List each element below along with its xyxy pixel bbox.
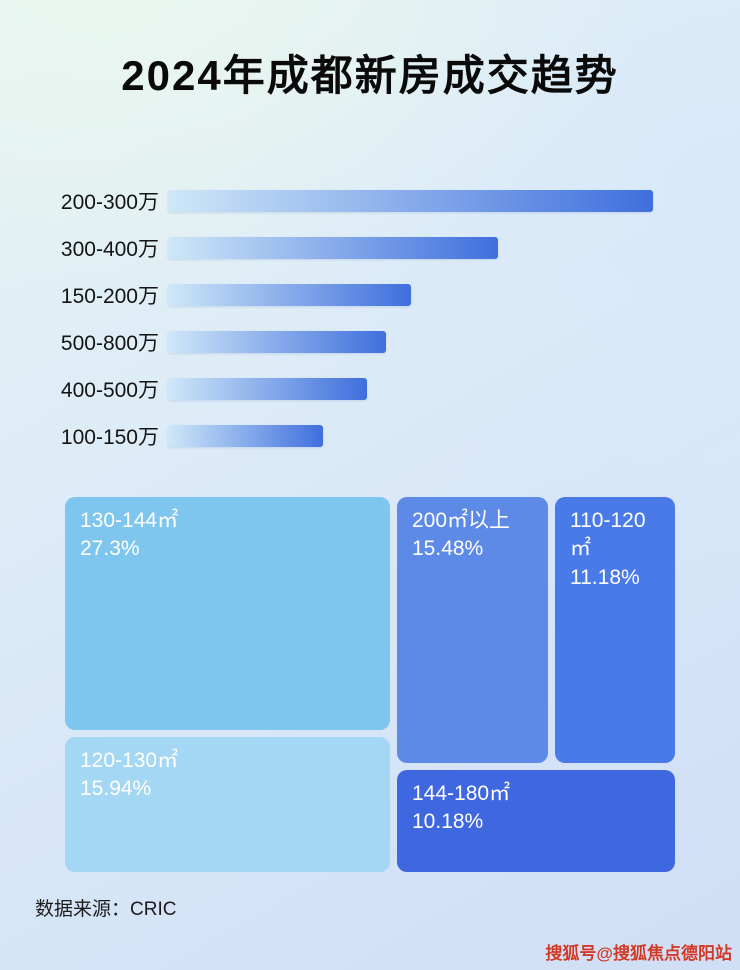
treemap-block-label: 130-144㎡ xyxy=(80,509,179,532)
bar-row: 300-400万 xyxy=(35,224,705,271)
treemap-block-label: 120-130㎡ xyxy=(80,749,179,772)
treemap-block-value: 15.48% xyxy=(412,537,484,561)
bar-label: 400-500万 xyxy=(60,378,159,402)
bar xyxy=(168,189,653,212)
bar-row: 150-200万 xyxy=(35,271,705,318)
bar-label: 200-300万 xyxy=(60,190,159,214)
treemap-block-value: 11.18% xyxy=(570,565,640,589)
treemap-block-label: 144-180㎡ xyxy=(412,782,511,805)
treemap-block: 200㎡以上 15.48% xyxy=(397,497,548,763)
treemap-block-value: 10.18% xyxy=(412,810,484,834)
bar-label: 500-800万 xyxy=(60,331,159,355)
bar-row: 200-300万 xyxy=(35,177,705,224)
bar xyxy=(168,330,386,353)
treemap-block-value: 15.94% xyxy=(80,777,152,801)
area-treemap: 130-144㎡ 27.3% 120-130㎡ 15.94% 200㎡以上 15… xyxy=(65,497,675,872)
treemap-block-label: 200㎡以上 xyxy=(412,509,511,532)
treemap-block-value: 27.3% xyxy=(80,537,140,561)
bar xyxy=(168,377,367,400)
bar-label: 100-150万 xyxy=(60,425,159,449)
bar xyxy=(168,236,498,259)
price-range-bar-chart: 200-300万 300-400万 150-200万 500-800万 400-… xyxy=(35,177,705,459)
bar-label: 300-400万 xyxy=(60,237,159,261)
treemap-block: 130-144㎡ 27.3% xyxy=(65,497,390,730)
bar-row: 400-500万 xyxy=(35,365,705,412)
treemap-block: 120-130㎡ 15.94% xyxy=(65,737,390,872)
treemap-block-label: 110-120㎡ xyxy=(570,509,646,561)
bar xyxy=(168,283,411,306)
bar xyxy=(168,424,323,447)
page-title: 2024年成都新房成交趋势 xyxy=(121,52,619,99)
treemap-block: 110-120㎡ 11.18% xyxy=(555,497,675,763)
bar-label: 150-200万 xyxy=(60,284,159,308)
bar-row: 100-150万 xyxy=(35,412,705,459)
treemap-block: 144-180㎡ 10.18% xyxy=(397,770,675,872)
bar-row: 500-800万 xyxy=(35,318,705,365)
data-source-label: 数据来源：CRIC xyxy=(35,899,177,920)
watermark-label: 搜狐号@搜狐焦点德阳站 xyxy=(545,944,732,963)
